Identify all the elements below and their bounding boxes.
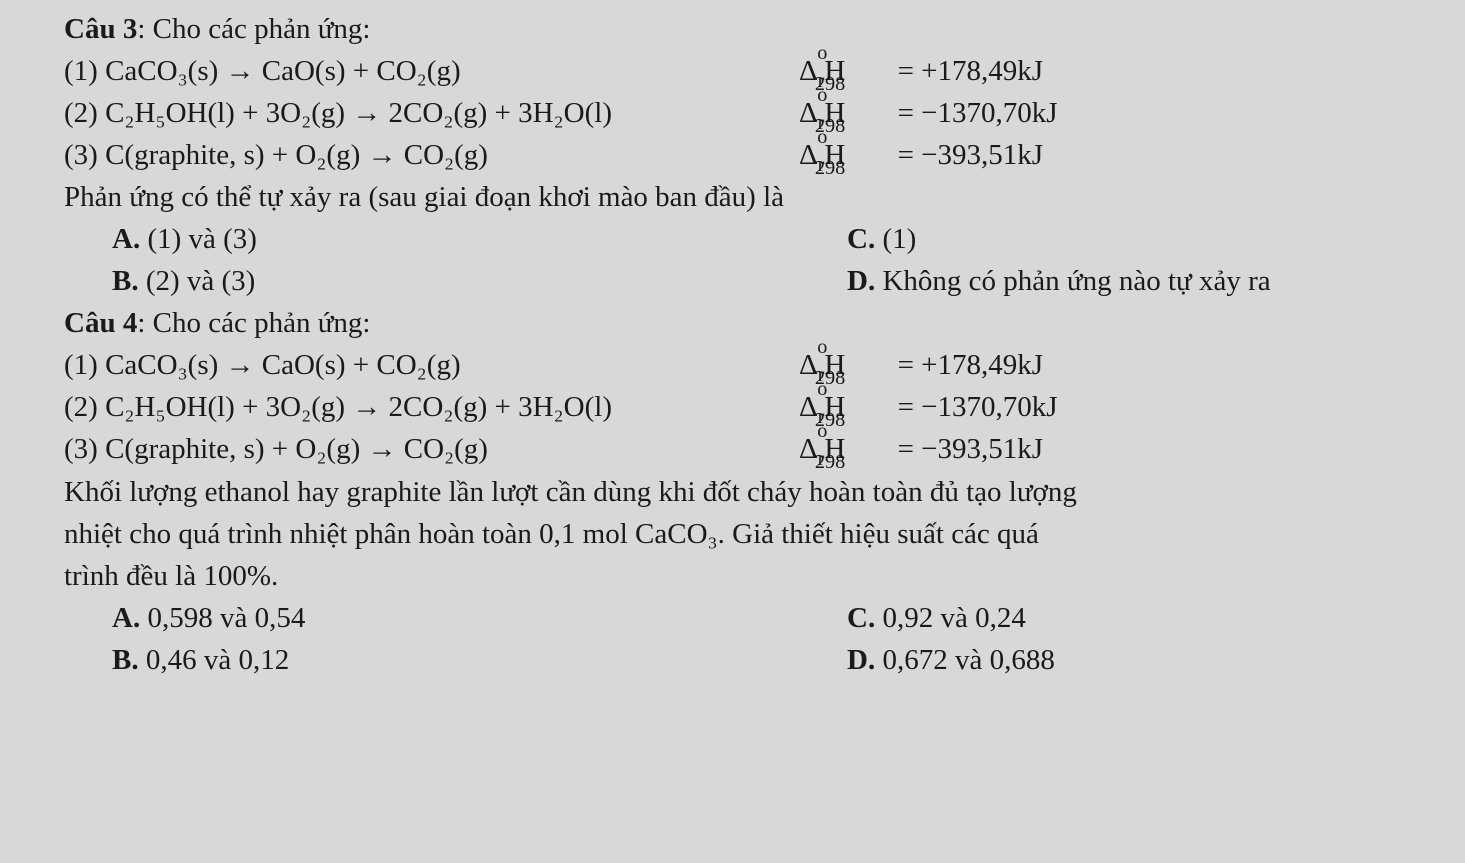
q3-reaction-3: (3) C(graphite, s) + O₂(g) → CO₂(g) ΔrHo… — [64, 134, 1425, 176]
q3-r2-dh: ΔrHo298 = −1370,70kJ — [799, 92, 1425, 134]
q4-r1-dh: ΔrHo298 = +178,49kJ — [799, 344, 1425, 386]
exam-page: Câu 3: Cho các phản ứng: (1) CaCO₃(s) → … — [0, 0, 1465, 681]
q3-r1-dh: ΔrHo298 = +178,49kJ — [799, 50, 1425, 92]
q3-prompt: Phản ứng có thể tự xảy ra (sau giai đoạn… — [64, 176, 1425, 218]
q4-option-d: D. 0,672 và 0,688 — [847, 639, 1425, 681]
q3-r1-val: = +178,49kJ — [890, 55, 1043, 87]
q4-opts-row2: B. 0,46 và 0,12 D. 0,672 và 0,688 — [64, 639, 1425, 681]
q3-r2-eq: (2) C₂H₅OH(l) + 3O₂(g) → 2CO₂(g) + 3H₂O(… — [64, 92, 799, 134]
q4-r1-eq: (1) CaCO₃(s) → CaO(s) + CO₂(g) — [64, 344, 799, 386]
q4-prompt-l1: Khối lượng ethanol hay graphite lần lượt… — [64, 471, 1425, 513]
q3-option-a: A. (1) và (3) — [64, 218, 847, 260]
q3-heading-text: : Cho các phản ứng: — [137, 13, 370, 45]
q3-reaction-2: (2) C₂H₅OH(l) + 3O₂(g) → 2CO₂(g) + 3H₂O(… — [64, 92, 1425, 134]
q4-heading-text: : Cho các phản ứng: — [137, 307, 370, 339]
q3-r3-eq: (3) C(graphite, s) + O₂(g) → CO₂(g) — [64, 134, 799, 176]
q3-r1-eq: (1) CaCO₃(s) → CaO(s) + CO₂(g) — [64, 50, 799, 92]
q4-r2-val: = −1370,70kJ — [890, 391, 1057, 423]
q4-r3-val: = −393,51kJ — [890, 433, 1043, 465]
q4-r1-val: = +178,49kJ — [890, 349, 1043, 381]
q3-r3-val: = −393,51kJ — [890, 139, 1043, 171]
q4-r3-dh: ΔrHo298 = −393,51kJ — [799, 428, 1425, 470]
q4-option-a: A. 0,598 và 0,54 — [64, 597, 847, 639]
delta-h-symbol: ΔrHo298 — [799, 428, 890, 470]
delta-h-symbol: ΔrHo298 — [799, 92, 890, 134]
delta-h-symbol: ΔrHo298 — [799, 386, 890, 428]
q4-opts-row1: A. 0,598 và 0,54 C. 0,92 và 0,24 — [64, 597, 1425, 639]
q4-prompt-l2: nhiệt cho quá trình nhiệt phân hoàn toàn… — [64, 513, 1425, 555]
q4-reaction-1: (1) CaCO₃(s) → CaO(s) + CO₂(g) ΔrHo298 =… — [64, 344, 1425, 386]
q3-reaction-1: (1) CaCO₃(s) → CaO(s) + CO₂(g) ΔrHo298 =… — [64, 50, 1425, 92]
q4-r2-eq: (2) C₂H₅OH(l) + 3O₂(g) → 2CO₂(g) + 3H₂O(… — [64, 386, 799, 428]
q4-number: Câu 4 — [64, 307, 137, 339]
delta-h-symbol: ΔrHo298 — [799, 50, 890, 92]
q4-r2-dh: ΔrHo298 = −1370,70kJ — [799, 386, 1425, 428]
q4-option-b: B. 0,46 và 0,12 — [64, 639, 847, 681]
q3-option-d: D. Không có phản ứng nào tự xảy ra — [847, 260, 1425, 302]
q3-opts-row2: B. (2) và (3) D. Không có phản ứng nào t… — [64, 260, 1425, 302]
q3-opts-row1: A. (1) và (3) C. (1) — [64, 218, 1425, 260]
q4-heading: Câu 4: Cho các phản ứng: — [64, 302, 1425, 344]
q4-option-c: C. 0,92 và 0,24 — [847, 597, 1425, 639]
q3-number: Câu 3 — [64, 13, 137, 45]
q4-prompt-l3: trình đều là 100%. — [64, 555, 1425, 597]
q4-r3-eq: (3) C(graphite, s) + O₂(g) → CO₂(g) — [64, 428, 799, 470]
q3-r3-dh: ΔrHo298 = −393,51kJ — [799, 134, 1425, 176]
q4-reaction-3: (3) C(graphite, s) + O₂(g) → CO₂(g) ΔrHo… — [64, 428, 1425, 470]
delta-h-symbol: ΔrHo298 — [799, 344, 890, 386]
q3-option-c: C. (1) — [847, 218, 1425, 260]
q3-heading: Câu 3: Cho các phản ứng: — [64, 8, 1425, 50]
delta-h-symbol: ΔrHo298 — [799, 134, 890, 176]
q4-reaction-2: (2) C₂H₅OH(l) + 3O₂(g) → 2CO₂(g) + 3H₂O(… — [64, 386, 1425, 428]
q3-r2-val: = −1370,70kJ — [890, 97, 1057, 129]
q3-option-b: B. (2) và (3) — [64, 260, 847, 302]
